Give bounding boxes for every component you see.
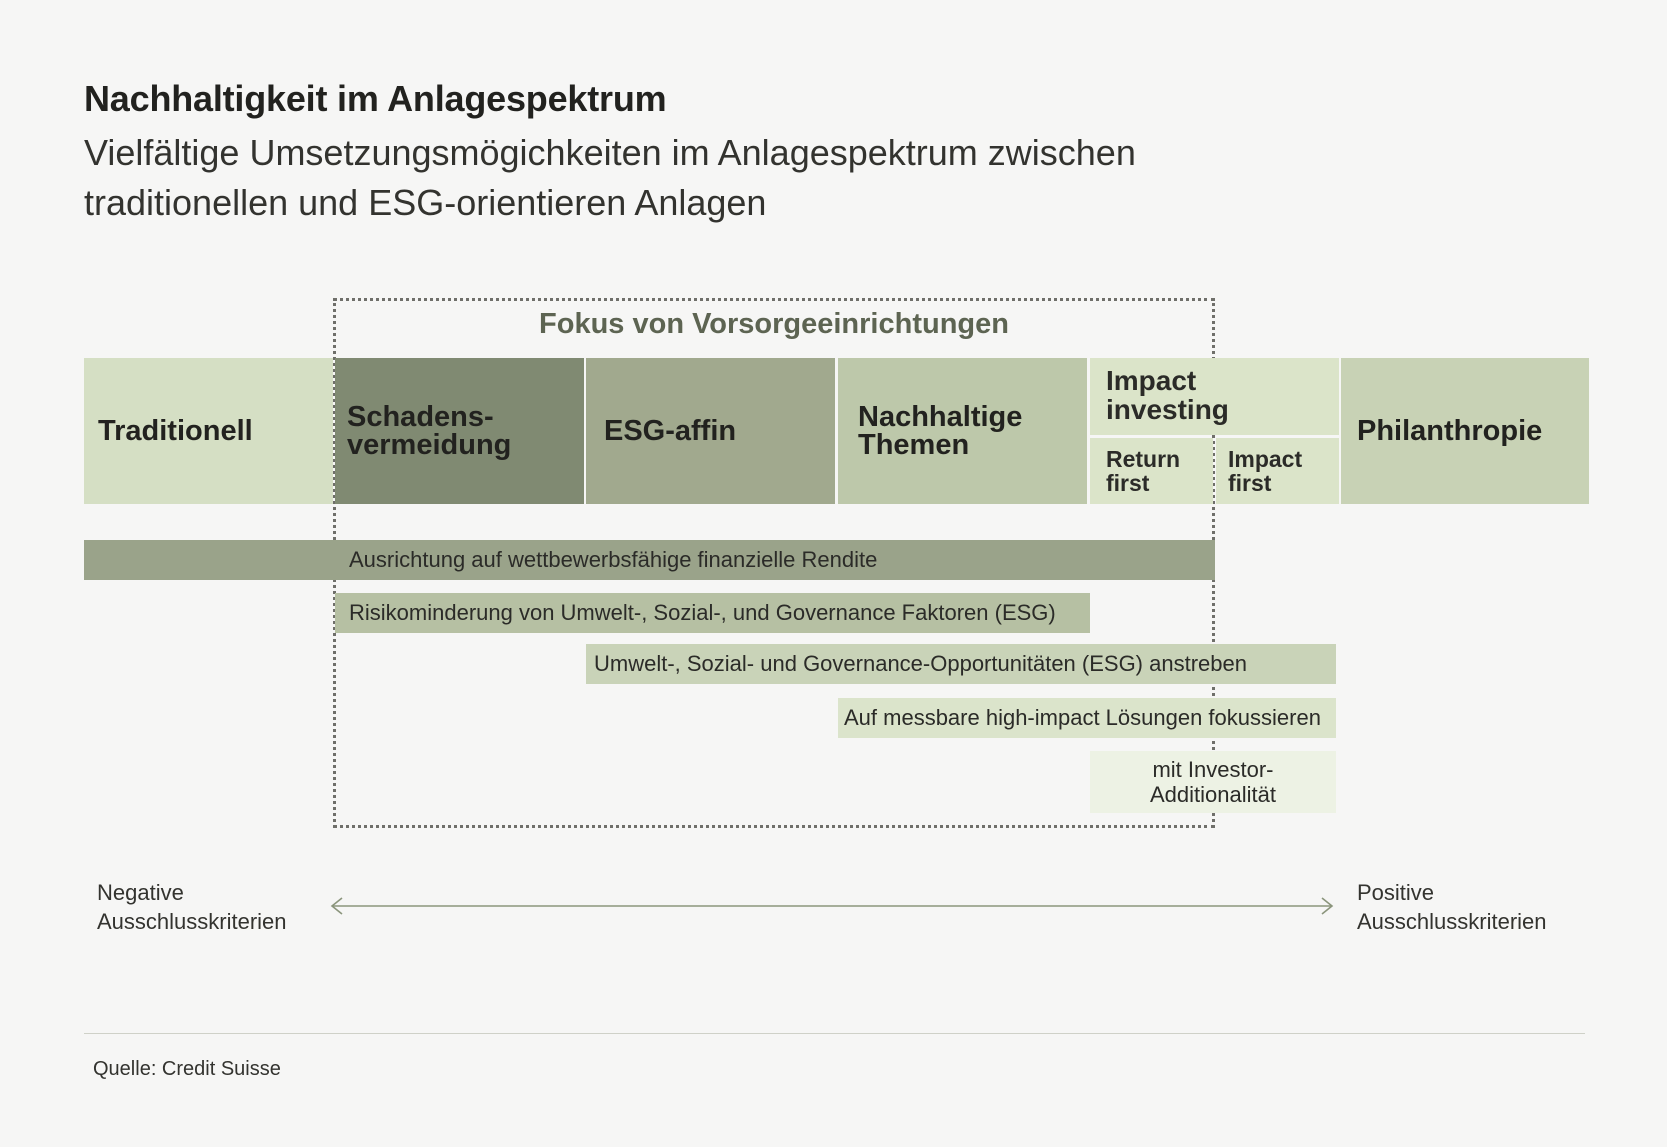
bar-high-impact-loesungen: Auf messbare high-impact Lösungen fokuss… <box>838 698 1336 738</box>
sub-category-label: Return first <box>1106 446 1181 496</box>
category-esg-affin: ESG-affin <box>586 358 835 504</box>
category-impact-investing: Impact investing Return first Impact fir… <box>1090 358 1339 504</box>
category-traditionell: Traditionell <box>84 358 333 504</box>
double-arrow-icon <box>330 897 1334 915</box>
bar-label: Auf messbare high-impact Lösungen fokuss… <box>844 705 1321 730</box>
focus-region-label: Fokus von Vorsorgeeinrichtungen <box>539 308 1009 340</box>
bar-label: mit Investor- Additionalität <box>1150 757 1276 807</box>
bar-label: Risikominderung von Umwelt-, Sozial-, un… <box>349 600 1056 625</box>
bar-investor-additionalitaet: mit Investor- Additionalität <box>1090 751 1336 813</box>
category-nachhaltige-themen: Nachhaltige Themen <box>838 358 1087 504</box>
chart-title: Nachhaltigkeit im Anlagespektrum <box>84 78 667 119</box>
footer-divider <box>84 1033 1585 1034</box>
category-label: Philanthropie <box>1357 415 1543 447</box>
category-label: Schadens- vermeidung <box>347 401 512 461</box>
category-label: Impact investing <box>1106 365 1229 425</box>
axis-label-positive: Positive Ausschlusskriterien <box>1357 880 1547 934</box>
category-label: Traditionell <box>98 415 253 447</box>
bar-esg-risikominderung: Risikominderung von Umwelt-, Sozial-, un… <box>335 593 1090 633</box>
chart-subtitle: Vielfältige Umsetzungsmögichkeiten im An… <box>84 132 1136 223</box>
category-label: ESG-affin <box>604 415 737 447</box>
bar-esg-opportunitaeten: Umwelt-, Sozial- und Governance-Opportun… <box>586 644 1336 684</box>
bar-finanzielle-rendite: Ausrichtung auf wettbewerbsfähige finanz… <box>84 540 1215 580</box>
bar-label: Umwelt-, Sozial- und Governance-Opportun… <box>594 651 1247 676</box>
sub-category-label: Impact first <box>1228 446 1303 496</box>
bar-label: Ausrichtung auf wettbewerbsfähige finanz… <box>349 547 878 572</box>
category-schadensvermeidung: Schadens- vermeidung <box>335 358 584 504</box>
axis-label-negative: Negative Ausschlusskriterien <box>97 880 287 934</box>
sub-category-impact-first: Impact first <box>1216 438 1339 504</box>
category-label: Nachhaltige Themen <box>858 401 1023 461</box>
impact-investing-header: Impact investing <box>1090 358 1339 435</box>
sub-category-return-first: Return first <box>1090 438 1213 504</box>
source-note: Quelle: Credit Suisse <box>93 1058 281 1080</box>
category-philanthropie: Philanthropie <box>1341 358 1589 504</box>
